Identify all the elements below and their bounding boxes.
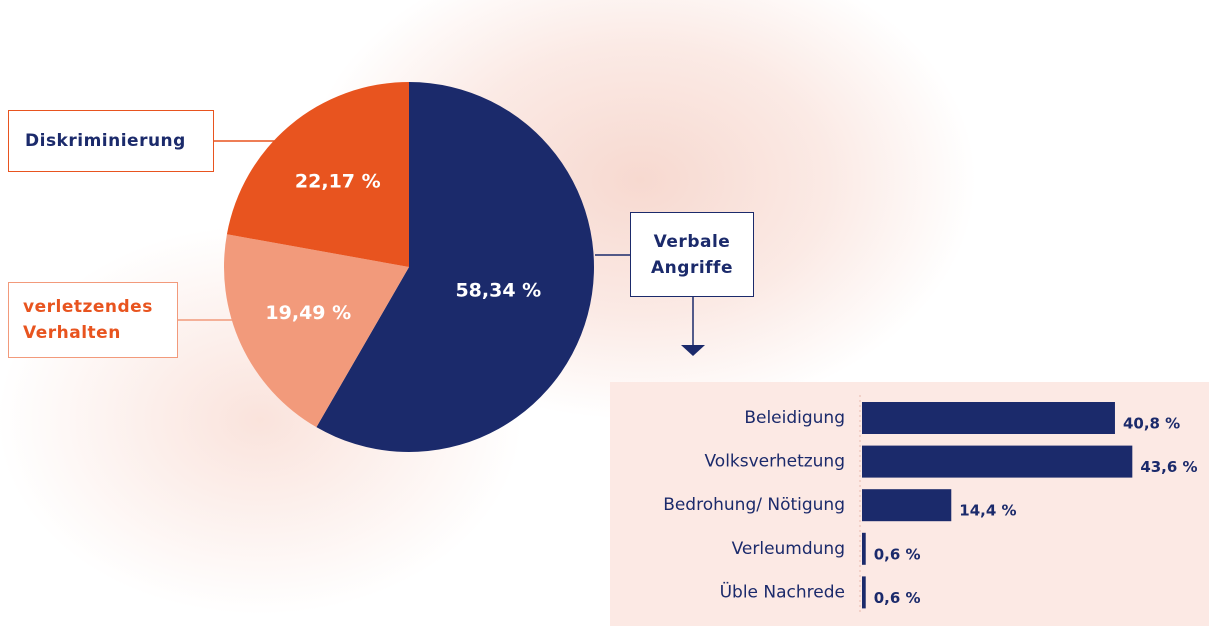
category-label: Üble Nachrede <box>720 580 845 602</box>
label-box: verletzendes Verhalten <box>8 282 178 358</box>
bar <box>862 489 952 522</box>
value-label: 43,6 % <box>1140 458 1197 476</box>
value-label: 0,6 % <box>874 589 921 607</box>
value-label: 14,4 % <box>959 502 1016 520</box>
category-label: Beleidigung <box>744 408 845 428</box>
value-label: 58,34 % <box>455 279 541 301</box>
value-label: 0,6 % <box>874 545 921 563</box>
pie-slice <box>226 82 409 267</box>
category-label: Volksverhetzung <box>704 452 845 472</box>
value-label: 40,8 % <box>1123 415 1180 433</box>
label-box: Verbale Angriffe <box>630 212 754 297</box>
pie-slice <box>224 234 409 428</box>
bar <box>862 445 1133 478</box>
bar <box>862 532 866 565</box>
category-label: Bedrohung/ Nötigung <box>663 495 845 515</box>
value-label: 19,49 % <box>265 302 351 324</box>
pie-slice <box>316 82 594 452</box>
label-box: Diskriminierung <box>8 110 214 172</box>
bar <box>862 402 1115 434</box>
category-label: Verleumdung <box>732 539 845 559</box>
value-label: 22,17 % <box>295 170 381 192</box>
arrow-head <box>681 345 705 356</box>
bar <box>862 576 866 609</box>
